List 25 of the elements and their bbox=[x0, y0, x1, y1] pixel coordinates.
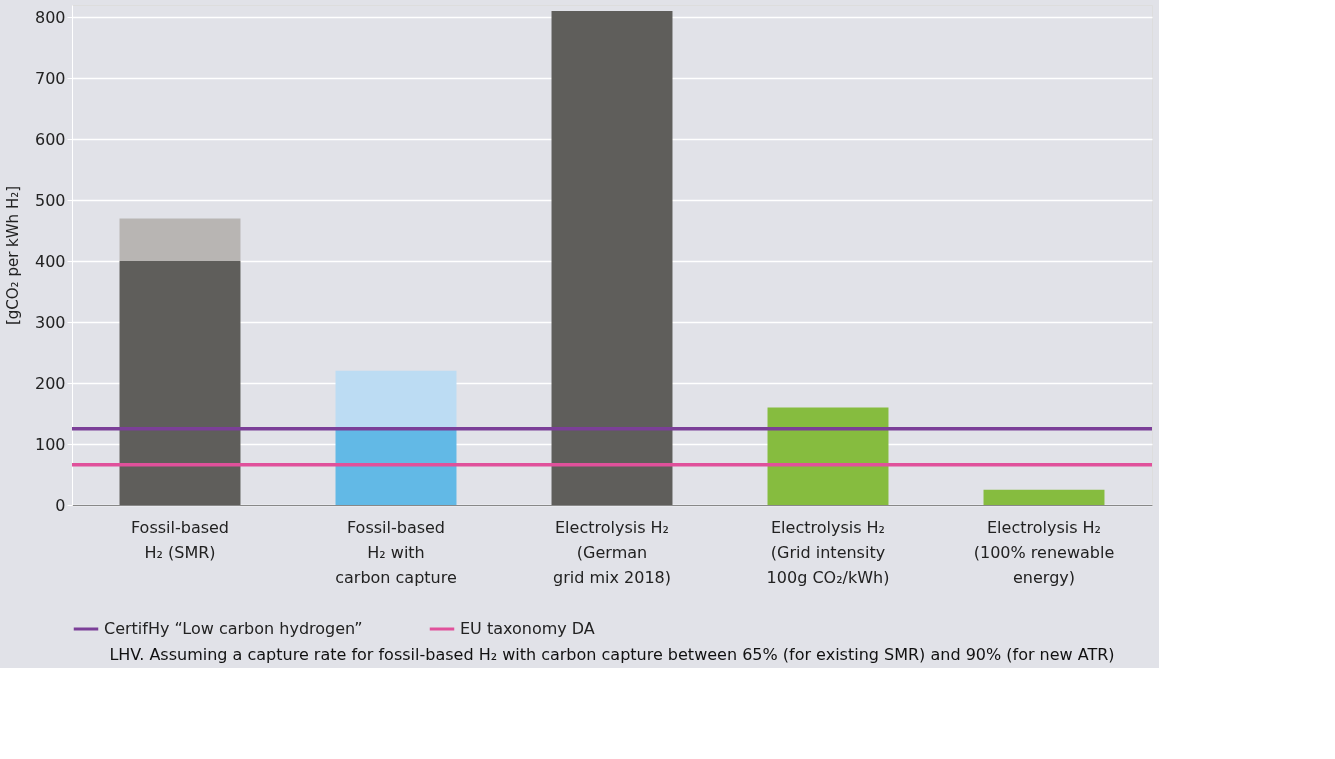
bar bbox=[767, 407, 889, 505]
bar bbox=[983, 489, 1105, 505]
bar bbox=[119, 261, 241, 505]
legend-label: CertifHy “Low carbon hydrogen” bbox=[104, 619, 363, 638]
y-tick-label: 700 bbox=[34, 68, 66, 88]
x-tick-label: Electrolysis H₂ (Grid intensity 100g CO₂/kWh) bbox=[766, 517, 890, 587]
x-tick-label: Electrolysis H₂ (German grid mix 2018) bbox=[553, 517, 671, 587]
bar bbox=[119, 218, 241, 262]
y-axis-title: [gCO₂ per kWh H₂] bbox=[3, 185, 22, 326]
y-tick-label: 800 bbox=[34, 7, 66, 27]
x-tick-label: Electrolysis H₂ (100% renewable energy) bbox=[973, 517, 1115, 587]
y-tick-label: 100 bbox=[34, 434, 66, 454]
y-tick-label: 500 bbox=[34, 190, 66, 210]
y-tick-label: 200 bbox=[34, 373, 66, 393]
text: LHV. Assuming a capture rate for fossil-based H₂ with carbon capture between 65% (for existing SMR) and 90% (for new ATR) bbox=[109, 645, 1115, 664]
y-tick-label: 300 bbox=[34, 312, 66, 332]
y-tick-label: 600 bbox=[34, 129, 66, 149]
y-tick-label: 400 bbox=[34, 251, 66, 271]
legend-label: EU taxonomy DA bbox=[460, 619, 595, 638]
x-tick-label: Fossil-based H₂ with carbon capture bbox=[335, 517, 457, 587]
bar bbox=[551, 11, 673, 505]
y-tick-label: 0 bbox=[55, 495, 66, 515]
bar bbox=[335, 370, 457, 429]
x-tick-label: Fossil-based H₂ (SMR) bbox=[130, 517, 230, 562]
bar bbox=[335, 428, 457, 505]
